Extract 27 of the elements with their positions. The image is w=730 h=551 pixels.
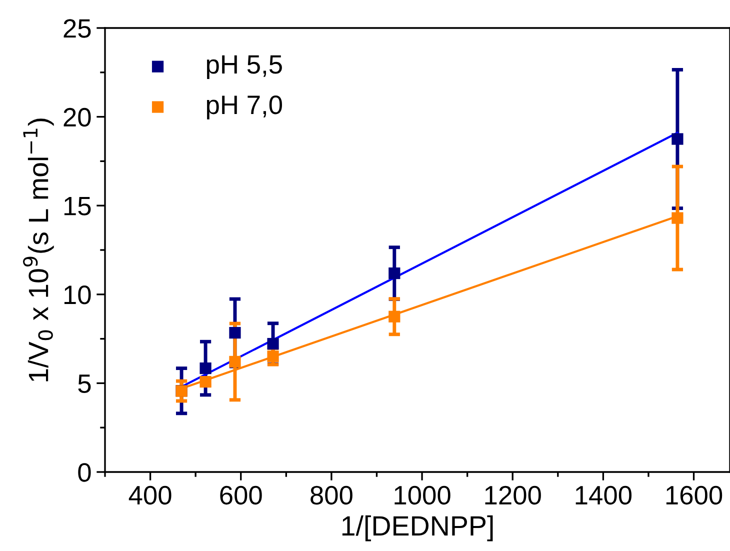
x-tick-label: 400 <box>128 486 172 505</box>
legend-label: pH 5,5 <box>206 55 282 79</box>
y-tick-label: 15 <box>64 197 91 216</box>
point <box>229 326 241 339</box>
y-axis-title: 1/V$_{0}$ x 10$^{9}$(s L mol$^{−1}$) <box>23 118 54 382</box>
x-tick-label: 600 <box>220 486 262 505</box>
point <box>229 356 241 368</box>
point <box>200 376 212 388</box>
y-tick-label: 20 <box>64 108 91 127</box>
y-tick-label: 0 <box>78 463 91 482</box>
point <box>672 133 684 145</box>
y-tick-label: 10 <box>64 286 91 304</box>
x-tick-label: 800 <box>310 486 352 505</box>
point <box>267 338 279 350</box>
x-tick-label: 1200 <box>485 486 541 505</box>
x-tick-label: 1000 <box>394 486 450 505</box>
point <box>267 350 279 362</box>
point <box>672 212 684 224</box>
y-tick-label: 25 <box>64 19 91 38</box>
point <box>388 267 400 280</box>
point <box>200 362 212 374</box>
legend-label: pH 7,0 <box>206 96 282 120</box>
x-tick-label: 1600 <box>666 486 722 505</box>
point <box>388 310 400 322</box>
x-tick-label: 1400 <box>576 486 632 505</box>
y-tick-label: 5 <box>78 374 91 394</box>
x-axis-title: 1/[DEDNPP] <box>342 515 493 542</box>
